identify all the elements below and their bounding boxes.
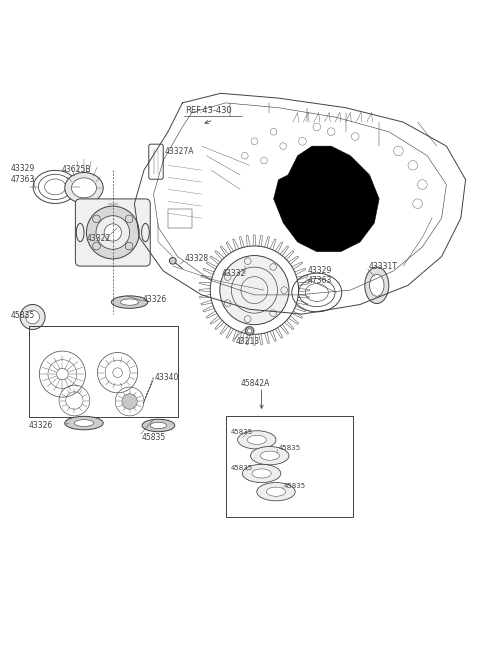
Text: 43329
47363: 43329 47363 bbox=[307, 266, 332, 285]
Text: 43213: 43213 bbox=[235, 337, 259, 346]
Circle shape bbox=[169, 258, 176, 264]
Text: 43328: 43328 bbox=[185, 254, 209, 263]
Ellipse shape bbox=[238, 431, 276, 449]
Ellipse shape bbox=[260, 451, 279, 461]
Ellipse shape bbox=[142, 419, 175, 432]
Circle shape bbox=[245, 327, 254, 335]
Ellipse shape bbox=[257, 483, 295, 501]
Circle shape bbox=[96, 215, 130, 249]
Text: 43327A: 43327A bbox=[164, 147, 193, 156]
Circle shape bbox=[122, 394, 137, 409]
Ellipse shape bbox=[370, 275, 384, 296]
Ellipse shape bbox=[74, 420, 94, 426]
Text: 45835: 45835 bbox=[278, 445, 300, 451]
Ellipse shape bbox=[365, 267, 389, 304]
Ellipse shape bbox=[76, 223, 84, 242]
Ellipse shape bbox=[251, 447, 289, 464]
Text: 43326: 43326 bbox=[143, 295, 168, 304]
Ellipse shape bbox=[26, 310, 39, 324]
Bar bbox=[29, 326, 178, 417]
Ellipse shape bbox=[20, 304, 45, 329]
Ellipse shape bbox=[252, 469, 271, 478]
Circle shape bbox=[104, 224, 121, 241]
Text: 45835: 45835 bbox=[11, 311, 35, 320]
Bar bbox=[226, 416, 353, 516]
Text: 45835: 45835 bbox=[142, 434, 166, 442]
Ellipse shape bbox=[266, 487, 286, 496]
Circle shape bbox=[220, 256, 289, 325]
Ellipse shape bbox=[247, 436, 266, 444]
Circle shape bbox=[86, 206, 139, 259]
Text: 43332: 43332 bbox=[222, 269, 246, 279]
Ellipse shape bbox=[111, 296, 148, 308]
Ellipse shape bbox=[65, 173, 103, 203]
Text: 43322: 43322 bbox=[86, 235, 110, 243]
FancyBboxPatch shape bbox=[75, 199, 150, 266]
Text: 45835: 45835 bbox=[230, 429, 252, 435]
Ellipse shape bbox=[142, 223, 149, 242]
Ellipse shape bbox=[242, 464, 281, 483]
Ellipse shape bbox=[150, 422, 167, 428]
Text: 45842A: 45842A bbox=[241, 379, 270, 388]
Text: 43340: 43340 bbox=[155, 373, 179, 382]
Circle shape bbox=[248, 328, 252, 333]
Text: REF.43-430: REF.43-430 bbox=[185, 106, 231, 115]
Text: 43326: 43326 bbox=[29, 421, 53, 430]
Ellipse shape bbox=[72, 178, 96, 198]
Ellipse shape bbox=[120, 299, 139, 306]
Text: 43625B: 43625B bbox=[61, 165, 91, 174]
Bar bbox=[168, 208, 192, 228]
Text: 43331T: 43331T bbox=[369, 261, 397, 271]
Text: 43329
47363: 43329 47363 bbox=[11, 164, 35, 184]
Text: 45835: 45835 bbox=[230, 464, 252, 470]
FancyBboxPatch shape bbox=[149, 144, 163, 179]
Ellipse shape bbox=[65, 417, 103, 430]
Text: 45835: 45835 bbox=[283, 483, 305, 489]
Polygon shape bbox=[274, 146, 379, 252]
